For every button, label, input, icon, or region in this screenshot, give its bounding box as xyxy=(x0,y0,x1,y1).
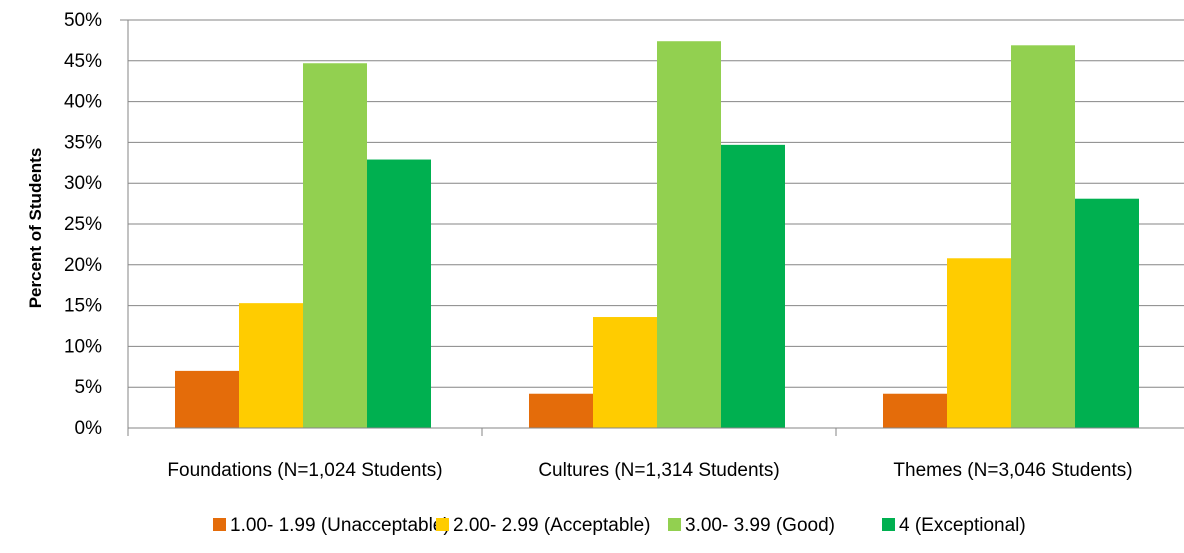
y-tick-label: 5% xyxy=(75,377,103,398)
legend: 1.00- 1.99 (Unacceptable) 2.00- 2.99 (Acc… xyxy=(213,515,1026,536)
y-tick-label: 20% xyxy=(64,255,102,276)
bar xyxy=(883,393,947,428)
axes: 0% 5% 10% 15% 20% 25% 30% 35% 40% 45% 50% Foundatio… xyxy=(64,10,1184,481)
legend-label: 3.00- 3.99 (Good) xyxy=(685,515,835,536)
bar xyxy=(303,63,367,429)
bars xyxy=(175,41,1139,429)
y-tick-label: 30% xyxy=(64,173,102,194)
y-tick-label: 15% xyxy=(64,296,102,317)
bar xyxy=(1075,198,1139,428)
legend-swatch xyxy=(436,518,449,531)
y-tick-label: 0% xyxy=(75,418,103,439)
legend-swatch xyxy=(213,518,226,531)
legend-label: 1.00- 1.99 (Unacceptable) xyxy=(230,515,450,536)
bar xyxy=(529,393,593,428)
y-axis-title: Percent of Students xyxy=(26,148,45,309)
bar xyxy=(721,144,785,428)
bar xyxy=(367,159,431,428)
bar xyxy=(657,41,721,428)
legend-swatch xyxy=(882,518,895,531)
legend-label: 2.00- 2.99 (Acceptable) xyxy=(453,515,651,536)
y-tick-label: 10% xyxy=(64,336,102,357)
y-tick-label: 35% xyxy=(64,132,102,153)
bar xyxy=(1011,45,1075,429)
bar xyxy=(175,370,239,428)
y-tick-label: 50% xyxy=(64,10,102,31)
bar xyxy=(239,303,303,428)
y-tick-label: 45% xyxy=(64,51,102,72)
x-category-label: Cultures (N=1,314 Students) xyxy=(538,460,779,481)
legend-label: 4 (Exceptional) xyxy=(899,515,1026,536)
bar xyxy=(593,317,657,428)
y-tick-label: 25% xyxy=(64,214,102,235)
x-category-label: Themes (N=3,046 Students) xyxy=(893,460,1132,481)
y-tick-label: 40% xyxy=(64,92,102,113)
x-category-label: Foundations (N=1,024 Students) xyxy=(167,460,442,481)
bar xyxy=(947,258,1011,428)
legend-swatch xyxy=(668,518,681,531)
